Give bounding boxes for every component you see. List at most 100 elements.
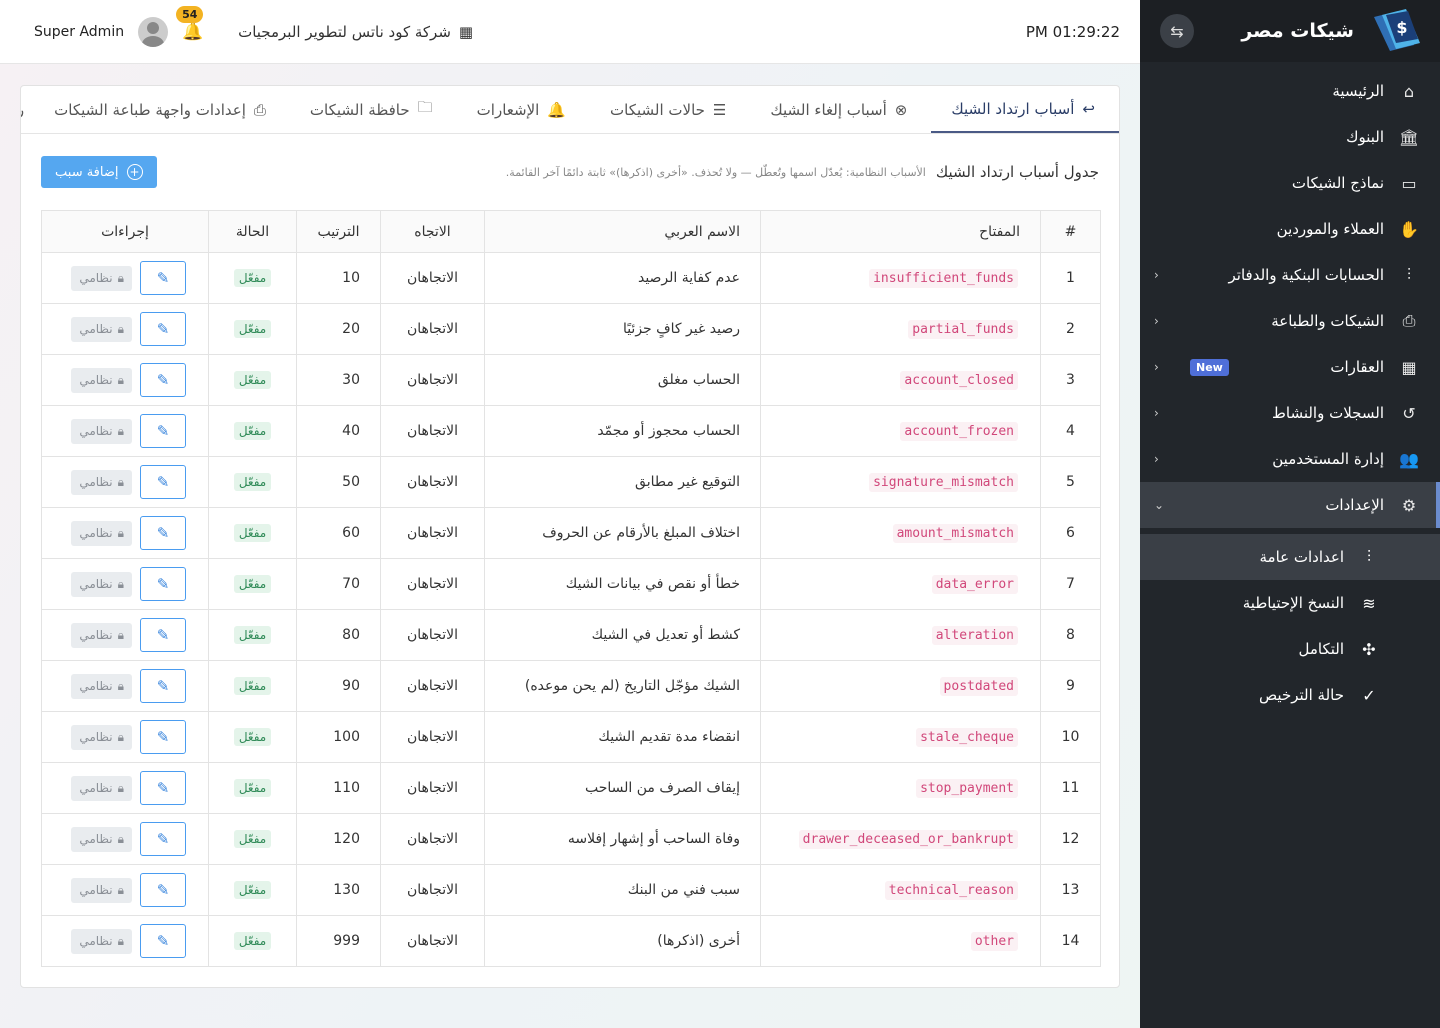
row-num: 9 [1040, 660, 1101, 712]
row-status-cell: مفعّل [208, 252, 297, 304]
folder-icon: 🗀 [417, 98, 433, 116]
table-row: 9 postdated الشيك مؤجّل التاريخ (لم يحن مو… [41, 660, 1101, 712]
sidebar-subitem-sliders[interactable]: ⫶ اعدادات عامة [1140, 534, 1440, 580]
sidebar: ⇆ شيكات مصر $ ⌂ الرئيسية 🏛 البنوك ▭ نماذج الش… [1140, 0, 1440, 1028]
system-lock-button: 🔒︎ نظامي [71, 673, 132, 699]
edit-button[interactable]: ✎ [140, 924, 186, 958]
brand-name: شيكات مصر [1241, 20, 1354, 42]
header-num: # [1040, 210, 1101, 253]
row-status-cell: مفعّل [208, 762, 297, 814]
sidebar-toggle-button[interactable]: ⇆ [1160, 14, 1194, 48]
tab-7[interactable]: ركة [21, 86, 34, 133]
lock-icon: 🔒︎ [117, 321, 124, 336]
svg-text:$: $ [1396, 18, 1407, 37]
tab-5[interactable]: 🗀 حافظة الشيكات [290, 86, 457, 133]
tab-6[interactable]: ⎙ إعدادات واجهة طباعة الشيكات [34, 86, 290, 133]
system-label: نظامي [79, 628, 113, 642]
edit-button[interactable]: ✎ [140, 261, 186, 295]
table-note: الأسباب النظامية: يُعدّل اسمها وتُعطّل —… [505, 165, 926, 179]
add-reason-button[interactable]: + إضافة سبب [41, 156, 157, 188]
row-arabic-name: الحساب مغلق [484, 354, 761, 406]
row-key: amount_mismatch [892, 524, 1018, 543]
sidebar-item-gear[interactable]: ⚙ الإعدادات ⌄ [1140, 482, 1440, 528]
edit-button[interactable]: ✎ [140, 771, 186, 805]
status-badge: مفعّل [233, 728, 272, 746]
row-direction: الاتجاهان [380, 456, 485, 508]
sidebar-item-bank[interactable]: 🏛 البنوك [1140, 114, 1440, 160]
sidebar-item-history[interactable]: ↺ السجلات والنشاط ‹ [1140, 390, 1440, 436]
row-status-cell: مفعّل [208, 405, 297, 457]
system-label: نظامي [79, 526, 113, 540]
status-badge: مفعّل [233, 881, 272, 899]
system-label: نظامي [79, 730, 113, 744]
chevron-icon: ‹ [1154, 406, 1159, 420]
row-status-cell: مفعّل [208, 609, 297, 661]
sidebar-item-cheque[interactable]: ▭ نماذج الشيكات [1140, 160, 1440, 206]
sidebar-subitem-database[interactable]: ≋ النسخ الإحتياطية [1140, 580, 1440, 626]
sidebar-subitem-check-circle[interactable]: ✓ حالة الترخيص [1140, 672, 1440, 718]
tab-4[interactable]: 🔔 الإشعارات [457, 86, 590, 133]
sidebar-item-users[interactable]: 👥 إدارة المستخدمين ‹ [1140, 436, 1440, 482]
status-badge: مفعّل [233, 932, 272, 950]
sidebar-item-building[interactable]: ▦ العقارات New ‹ [1140, 344, 1440, 390]
sidebar-subitem-label: التكامل [1298, 640, 1344, 658]
table-header-row: # المفتاح الاسم العربي الاتجاه الترتيب ا… [41, 210, 1101, 253]
row-actions: ✎ 🔒︎ نظامي [41, 813, 209, 865]
edit-button[interactable]: ✎ [140, 363, 186, 397]
table-title: جدول أسباب ارتداد الشيك [935, 163, 1099, 181]
edit-button[interactable]: ✎ [140, 873, 186, 907]
edit-button[interactable]: ✎ [140, 414, 186, 448]
database-icon: ≋ [1362, 593, 1376, 613]
row-status-cell: مفعّل [208, 813, 297, 865]
brand-logo-icon: $ [1368, 9, 1422, 53]
notification-count-badge: 54 [176, 5, 204, 23]
status-badge: مفعّل [233, 269, 272, 287]
edit-button[interactable]: ✎ [140, 312, 186, 346]
row-num: 7 [1040, 558, 1101, 610]
sidebar-item-home[interactable]: ⌂ الرئيسية [1140, 68, 1440, 114]
edit-button[interactable]: ✎ [140, 669, 186, 703]
table-row: 7 data_error خطأ أو نقص في بيانات الشيك الا… [41, 558, 1101, 610]
system-label: نظامي [79, 832, 113, 846]
row-num: 6 [1040, 507, 1101, 559]
company-selector[interactable]: شركة كود ناتس لتطوير البرمجيات ▦ [238, 23, 473, 41]
edit-button[interactable]: ✎ [140, 465, 186, 499]
row-status-cell: مفعّل [208, 507, 297, 559]
avatar[interactable] [138, 16, 169, 47]
edit-button[interactable]: ✎ [140, 516, 186, 550]
sidebar-item-label: الشيكات والطباعة [1271, 312, 1384, 330]
lock-icon: 🔒︎ [117, 678, 124, 693]
row-arabic-name: كشط أو تعديل في الشيك [484, 609, 761, 661]
row-actions: ✎ 🔒︎ نظامي [41, 762, 209, 814]
row-key: insufficient_funds [869, 269, 1018, 288]
status-badge: مفعّل [233, 779, 272, 797]
row-key-cell: insufficient_funds [760, 252, 1041, 304]
tab-1[interactable]: ↩ أسباب ارتداد الشيك [931, 86, 1119, 133]
edit-button[interactable]: ✎ [140, 567, 186, 601]
system-lock-button: 🔒︎ نظامي [71, 622, 132, 648]
row-direction: الاتجاهان [380, 762, 485, 814]
brand[interactable]: شيكات مصر $ [1241, 9, 1422, 53]
chevron-icon: ‹ [1154, 314, 1159, 328]
cancel-circle-icon: ⊗ [894, 100, 908, 119]
row-order: 40 [296, 405, 381, 457]
table-row: 3 account_closed الحساب مغلق الاتجاهان 30 مفع… [41, 354, 1101, 406]
sidebar-subitem-plug[interactable]: ✣ التكامل [1140, 626, 1440, 672]
sidebar-item-printer[interactable]: ⎙ الشيكات والطباعة ‹ [1140, 298, 1440, 344]
edit-button[interactable]: ✎ [140, 822, 186, 856]
notifications-button[interactable]: 🔔 54 [176, 5, 204, 42]
user-name[interactable]: Super Admin [34, 23, 125, 40]
sidebar-item-sliders[interactable]: ⫶ الحسابات البنكية والدفاتر ‹ [1140, 252, 1440, 298]
system-lock-button: 🔒︎ نظامي [71, 520, 132, 546]
edit-button[interactable]: ✎ [140, 618, 186, 652]
row-actions: ✎ 🔒︎ نظامي [41, 609, 209, 661]
sidebar-item-handshake[interactable]: ✋ العملاء والموردين [1140, 206, 1440, 252]
system-label: نظامي [79, 271, 113, 285]
tab-2[interactable]: ⊗ أسباب إلغاء الشيك [750, 86, 931, 133]
edit-button[interactable]: ✎ [140, 720, 186, 754]
row-num: 3 [1040, 354, 1101, 406]
sidebar-item-label: الرئيسية [1332, 82, 1384, 100]
tab-3[interactable]: ☰ حالات الشيكات [590, 86, 750, 133]
row-arabic-name: سبب فني من البنك [484, 864, 761, 916]
system-lock-button: 🔒︎ نظامي [71, 571, 132, 597]
